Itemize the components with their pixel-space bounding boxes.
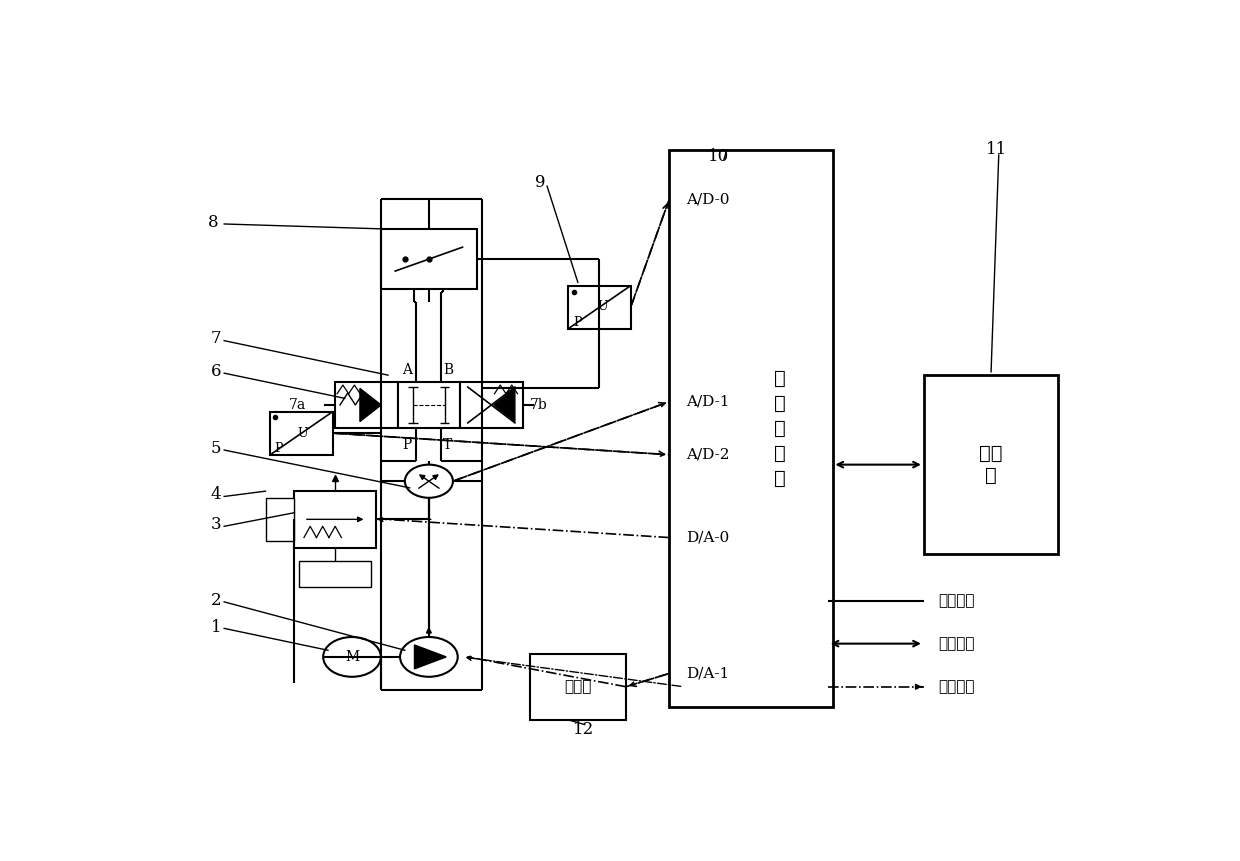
Bar <box>670 150 832 707</box>
Text: 7b: 7b <box>531 398 548 412</box>
Polygon shape <box>494 388 515 422</box>
Text: 12: 12 <box>573 722 594 739</box>
Bar <box>294 491 376 548</box>
Text: 9: 9 <box>534 175 546 191</box>
Text: T: T <box>443 437 453 452</box>
Bar <box>270 412 332 455</box>
Text: 8: 8 <box>208 214 218 231</box>
Text: 液压管路: 液压管路 <box>939 593 975 608</box>
Text: 11: 11 <box>986 141 1008 158</box>
Text: 7a: 7a <box>289 398 306 412</box>
Bar <box>335 381 398 428</box>
Text: P: P <box>274 442 283 455</box>
Text: 3: 3 <box>211 516 222 533</box>
Text: 1: 1 <box>211 618 222 635</box>
Bar <box>299 561 371 587</box>
Bar <box>460 381 522 428</box>
Text: 5: 5 <box>211 440 221 456</box>
Text: D/A-0: D/A-0 <box>687 530 729 544</box>
Bar <box>265 498 294 541</box>
Text: 数
据
采
集
卡: 数 据 采 集 卡 <box>774 369 786 487</box>
Bar <box>529 653 626 720</box>
Text: U: U <box>298 427 308 440</box>
Text: A/D-1: A/D-1 <box>687 394 730 409</box>
Circle shape <box>401 637 458 677</box>
Bar <box>568 286 631 329</box>
Polygon shape <box>360 388 381 422</box>
Text: B: B <box>443 362 453 377</box>
Text: 控制总线: 控制总线 <box>939 636 975 651</box>
Text: A/D-0: A/D-0 <box>687 193 730 207</box>
Text: P: P <box>573 316 582 329</box>
Text: 10: 10 <box>708 148 729 164</box>
Bar <box>398 381 460 428</box>
Text: P: P <box>403 437 412 452</box>
Bar <box>924 375 1059 554</box>
Text: M: M <box>345 650 360 664</box>
Text: 2: 2 <box>211 592 222 609</box>
Circle shape <box>404 465 453 498</box>
Bar <box>381 229 477 289</box>
Text: 控制电缆: 控制电缆 <box>939 679 975 694</box>
Text: 放大器: 放大器 <box>564 679 591 694</box>
Text: A/D-2: A/D-2 <box>687 448 730 461</box>
Text: A: A <box>403 362 413 377</box>
Text: U: U <box>596 300 608 313</box>
Text: 7: 7 <box>211 330 222 347</box>
Text: 计算
机: 计算 机 <box>980 444 1003 485</box>
Circle shape <box>324 637 381 677</box>
Text: 6: 6 <box>211 363 221 381</box>
Text: 4: 4 <box>211 486 222 503</box>
Polygon shape <box>414 645 446 669</box>
Text: D/A-1: D/A-1 <box>687 666 729 680</box>
